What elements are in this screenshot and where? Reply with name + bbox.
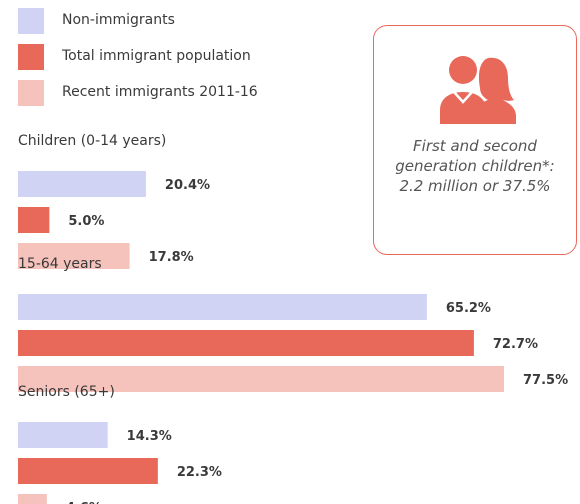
legend-swatch: [18, 80, 44, 106]
bar: [18, 171, 146, 197]
bar: [18, 207, 50, 233]
bar: [18, 458, 158, 484]
legend-label: Non-immigrants: [62, 12, 175, 28]
data-label: 22.3%: [177, 465, 222, 480]
callout-box: First and second generation children*: 2…: [373, 25, 577, 255]
legend-swatch: [18, 8, 44, 34]
data-label: 72.7%: [493, 337, 538, 352]
data-label: 20.4%: [165, 178, 210, 193]
callout-line: First and second: [413, 137, 537, 155]
bar: [18, 366, 504, 392]
legend-swatch: [18, 44, 44, 70]
legend-label: Recent immigrants 2011-16: [62, 84, 258, 100]
callout-text: First and second generation children*: 2…: [382, 136, 568, 196]
category-label: Seniors (65+): [18, 384, 115, 400]
bar: [18, 330, 474, 356]
data-label: 77.5%: [523, 373, 568, 388]
bar: [18, 294, 427, 320]
people-icon: [440, 56, 516, 124]
data-label: 65.2%: [446, 301, 491, 316]
category-label: Children (0-14 years): [18, 133, 166, 149]
data-label: 17.8%: [149, 250, 194, 265]
callout-line: generation children*:: [395, 157, 555, 175]
legend-label: Total immigrant population: [62, 48, 251, 64]
data-label: 5.0%: [68, 214, 104, 229]
bar: [18, 243, 130, 269]
data-label: 14.3%: [127, 429, 172, 444]
bar: [18, 422, 108, 448]
bar: [18, 494, 47, 504]
category-label: 15-64 years: [18, 256, 102, 272]
callout-line: 2.2 million or 37.5%: [399, 177, 551, 195]
data-label: 4.6%: [66, 501, 102, 504]
